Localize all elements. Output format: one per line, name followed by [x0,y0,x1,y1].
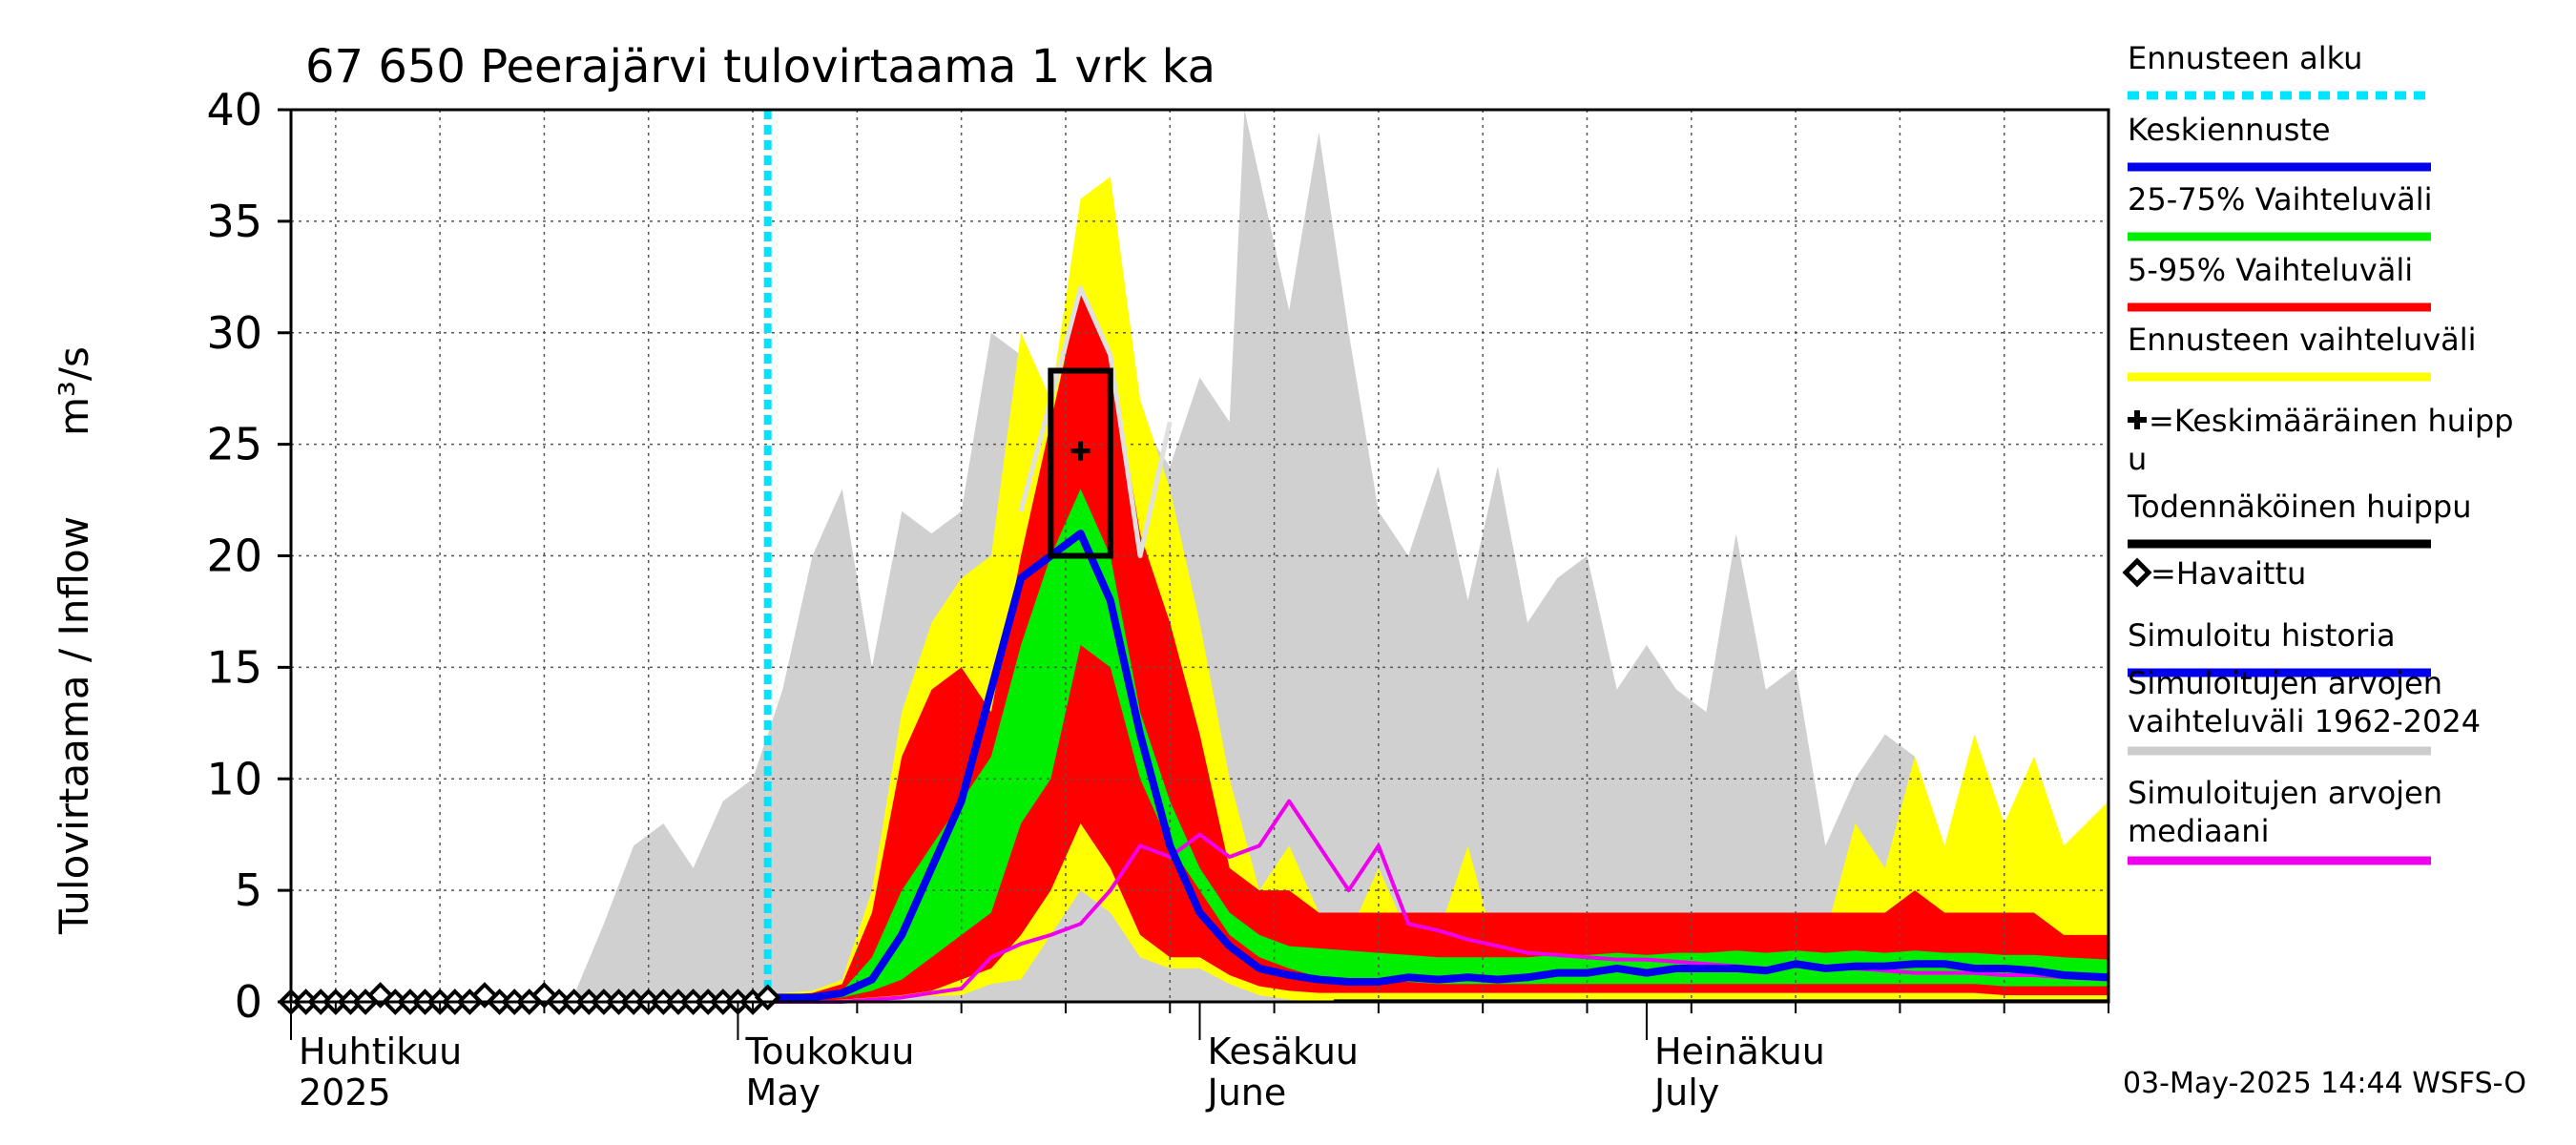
x-month-sublabel: July [1652,1072,1719,1114]
y-tick-label: 10 [206,753,262,804]
legend-marker-diamond [2122,557,2152,588]
x-month-label: Huhtikuu [299,1030,462,1072]
y-tick-label: 5 [235,864,262,916]
legend-label: Keskiennuste [2128,112,2331,148]
legend-label: Simuloitu historia [2128,617,2396,654]
x-month-label: Toukokuu [744,1030,914,1072]
legend-marker-plus [2128,410,2147,429]
band-25-75-area [767,489,2109,1001]
mean-peak-marker [1070,441,1091,461]
y-tick-label: 40 [206,84,262,135]
observed-point [471,982,498,1009]
legend-label: Ennusteen alku [2128,40,2362,76]
x-month-sublabel: June [1206,1072,1287,1114]
median-line [767,799,2109,1004]
y-axis-label: Tulovirtaama / Inflow [51,516,97,935]
x-month-label: Kesäkuu [1208,1030,1360,1072]
legend-label: Ennusteen vaihteluväli [2128,322,2477,358]
y-tick-label: 0 [235,976,262,1028]
legend-label: 5-95% Vaihteluväli [2128,252,2413,288]
history-highlight-line [1018,285,1173,558]
legend-label: vaihteluväli 1962-2024 [2128,703,2481,739]
legend-label: Simuloitujen arvojen [2128,665,2442,701]
legend-label: =Keskimääräinen huipp [2149,403,2514,439]
x-month-sublabel: 2025 [299,1072,391,1114]
x-month-sublabel: May [745,1072,821,1114]
probable-peak-box [1048,367,1113,559]
y-tick-label: 30 [206,307,262,359]
y-tick-label: 15 [206,641,262,693]
y-tick-label: 20 [206,531,262,582]
legend-label: Todennäköinen huippu [2127,489,2472,525]
chart-title: 67 650 Peerajärvi tulovirtaama 1 vrk ka [305,40,1215,94]
plot-area: 0510152025303540Huhtikuu2025ToukokuuMayK… [206,84,2110,1114]
footer-timestamp: 03-May-2025 14:44 WSFS-O [2123,1067,2526,1100]
legend-label: u [2128,441,2147,477]
x-month-label: Heinäkuu [1654,1030,1825,1072]
mean-forecast-line [767,530,2109,1002]
y-tick-label: 25 [206,419,262,470]
legend-label: Simuloitujen arvojen [2128,775,2442,811]
y-tick-label: 35 [206,196,262,247]
legend: Ennusteen alku Keskiennuste 25-75% Vaihtel… [2122,40,2514,865]
band-5-95-area [767,288,2109,1002]
y-axis-unit: m³/s [51,346,97,436]
legend-label: =Havaittu [2150,555,2306,592]
legend-label: mediaani [2128,813,2269,849]
legend-label: 25-75% Vaihteluväli [2128,181,2432,218]
